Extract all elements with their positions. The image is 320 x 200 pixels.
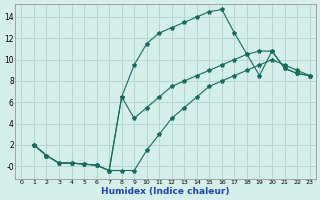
X-axis label: Humidex (Indice chaleur): Humidex (Indice chaleur): [101, 187, 230, 196]
